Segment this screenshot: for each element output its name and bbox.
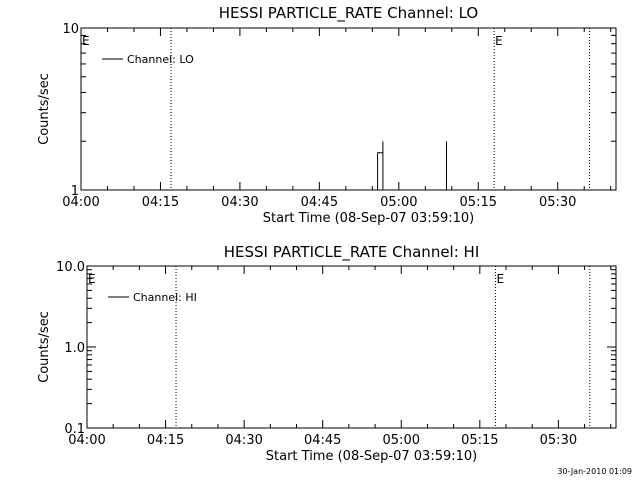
legend-entry-0-0: Channel: LO (127, 53, 194, 66)
footer-date: 30-Jan-2010 01:09 (557, 467, 632, 476)
y-axis-label-1: Counts/sec (37, 311, 52, 383)
x-tick-label-1-0: 04:00 (68, 433, 105, 448)
x-axis-label-1: Start Time (08-Sep-07 03:59:10) (266, 449, 477, 464)
edge-label-1-0: E (88, 272, 96, 286)
x-tick-label-0-2: 04:30 (221, 195, 258, 210)
y-tick-label-0-1: 10 (62, 22, 79, 37)
x-tick-label-1-1: 04:15 (147, 433, 184, 448)
y-tick-label-1-0: 0.1 (64, 422, 85, 437)
x-tick-label-0-4: 05:00 (380, 195, 417, 210)
chart-title-1: HESSI PARTICLE_RATE Channel: HI (224, 243, 480, 262)
x-tick-label-1-4: 05:00 (383, 433, 420, 448)
event-line-label-0-1: E (495, 34, 503, 48)
x-tick-label-1-6: 05:30 (540, 433, 577, 448)
y-tick-label-0-0: 1 (71, 184, 79, 199)
x-tick-label-1-2: 04:30 (225, 433, 262, 448)
series-line-0-0 (377, 141, 447, 191)
x-axis-label-0: Start Time (08-Sep-07 03:59:10) (263, 211, 474, 226)
x-tick-label-0-6: 05:30 (539, 195, 576, 210)
plot-frame-0 (80, 27, 617, 191)
x-tick-label-0-0: 04:00 (62, 195, 99, 210)
x-tick-label-0-3: 04:45 (301, 195, 338, 210)
chart-title-0: HESSI PARTICLE_RATE Channel: LO (219, 4, 478, 23)
y-axis-label-0: Counts/sec (37, 73, 52, 145)
x-tick-label-1-5: 05:15 (461, 433, 498, 448)
x-tick-label-0-1: 04:15 (142, 195, 179, 210)
x-tick-label-1-3: 04:45 (304, 433, 341, 448)
edge-label-0-0: E (82, 34, 90, 48)
y-tick-label-1-1: 1.0 (64, 341, 85, 356)
legend-entry-1-0: Channel: HI (133, 291, 197, 304)
x-tick-label-0-5: 05:15 (460, 195, 497, 210)
y-tick-label-1-2: 10.0 (56, 260, 85, 275)
event-line-label-1-1: E (497, 272, 505, 286)
